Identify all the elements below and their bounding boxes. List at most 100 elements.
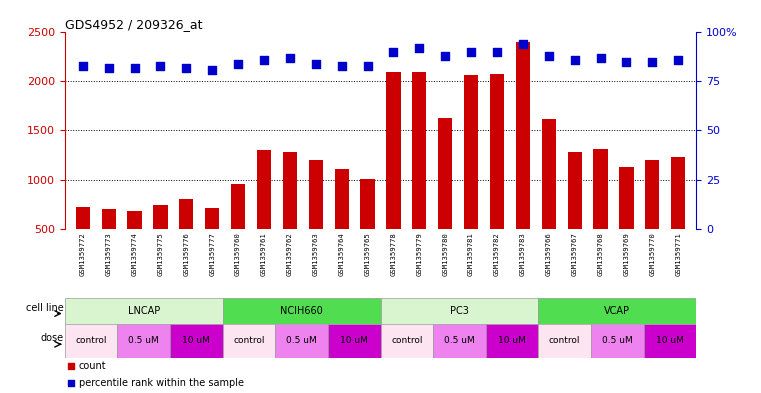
Point bbox=[491, 49, 503, 55]
Bar bbox=[380, 298, 539, 324]
Text: VCAP: VCAP bbox=[604, 306, 630, 316]
Text: 10 uM: 10 uM bbox=[656, 336, 684, 345]
Bar bbox=[539, 324, 591, 358]
Bar bbox=[539, 298, 696, 324]
Text: control: control bbox=[233, 336, 265, 345]
Bar bbox=[75, 207, 90, 229]
Text: 10 uM: 10 uM bbox=[498, 336, 526, 345]
Bar bbox=[180, 199, 193, 229]
Text: 0.5 uM: 0.5 uM bbox=[444, 336, 475, 345]
Point bbox=[465, 49, 477, 55]
Bar bbox=[644, 324, 696, 358]
Text: GSM1359783: GSM1359783 bbox=[520, 232, 526, 276]
Text: GSM1359775: GSM1359775 bbox=[158, 232, 164, 276]
Bar bbox=[490, 74, 504, 229]
Point bbox=[431, 295, 444, 301]
Text: GSM1359778: GSM1359778 bbox=[390, 232, 396, 276]
Text: cell line: cell line bbox=[26, 303, 63, 313]
Bar bbox=[223, 324, 275, 358]
Bar bbox=[516, 42, 530, 229]
Point bbox=[336, 62, 348, 69]
Bar bbox=[645, 160, 660, 229]
Text: GDS4952 / 209326_at: GDS4952 / 209326_at bbox=[65, 18, 202, 31]
Text: control: control bbox=[391, 336, 422, 345]
Bar bbox=[335, 169, 349, 229]
Point bbox=[310, 61, 322, 67]
Text: dose: dose bbox=[40, 332, 63, 343]
Point bbox=[387, 49, 400, 55]
Text: LNCAP: LNCAP bbox=[128, 306, 160, 316]
Text: GSM1359765: GSM1359765 bbox=[365, 232, 371, 276]
Text: GSM1359772: GSM1359772 bbox=[80, 232, 86, 276]
Text: GSM1359760: GSM1359760 bbox=[235, 232, 241, 276]
Bar bbox=[671, 157, 686, 229]
Bar bbox=[486, 324, 539, 358]
Bar bbox=[231, 184, 245, 229]
Text: GSM1359782: GSM1359782 bbox=[494, 232, 500, 276]
Bar bbox=[309, 160, 323, 229]
Text: 10 uM: 10 uM bbox=[340, 336, 368, 345]
Bar bbox=[283, 152, 297, 229]
Bar bbox=[387, 72, 400, 229]
Text: GSM1359768: GSM1359768 bbox=[597, 232, 603, 276]
Point bbox=[543, 53, 555, 59]
Text: 10 uM: 10 uM bbox=[183, 336, 210, 345]
Bar bbox=[568, 152, 581, 229]
Point bbox=[129, 64, 141, 71]
Point bbox=[517, 41, 529, 47]
Bar bbox=[170, 324, 223, 358]
Text: control: control bbox=[549, 336, 581, 345]
Point bbox=[232, 61, 244, 67]
Point bbox=[180, 64, 193, 71]
Point bbox=[361, 62, 374, 69]
Bar bbox=[433, 324, 486, 358]
Point bbox=[672, 57, 684, 63]
Text: GSM1359770: GSM1359770 bbox=[649, 232, 655, 276]
Bar bbox=[380, 324, 433, 358]
Text: GSM1359763: GSM1359763 bbox=[313, 232, 319, 276]
Bar bbox=[412, 72, 426, 229]
Bar bbox=[619, 167, 634, 229]
Bar bbox=[464, 75, 478, 229]
Bar bbox=[257, 150, 271, 229]
Point bbox=[103, 64, 115, 71]
Bar bbox=[101, 209, 116, 229]
Text: GSM1359781: GSM1359781 bbox=[468, 232, 474, 276]
Bar bbox=[65, 298, 223, 324]
Text: GSM1359769: GSM1359769 bbox=[623, 232, 629, 276]
Point bbox=[594, 55, 607, 61]
Bar bbox=[438, 118, 452, 229]
Text: GSM1359766: GSM1359766 bbox=[546, 232, 552, 276]
Text: GSM1359764: GSM1359764 bbox=[339, 232, 345, 276]
Text: 0.5 uM: 0.5 uM bbox=[129, 336, 159, 345]
Point bbox=[154, 62, 167, 69]
Text: NCIH660: NCIH660 bbox=[280, 306, 323, 316]
Text: GSM1359771: GSM1359771 bbox=[675, 232, 681, 276]
Text: percentile rank within the sample: percentile rank within the sample bbox=[78, 378, 244, 387]
Text: GSM1359773: GSM1359773 bbox=[106, 232, 112, 276]
Text: GSM1359777: GSM1359777 bbox=[209, 232, 215, 276]
Bar bbox=[65, 324, 117, 358]
Text: GSM1359776: GSM1359776 bbox=[183, 232, 189, 276]
Point bbox=[258, 57, 270, 63]
Point bbox=[620, 59, 632, 65]
Point bbox=[413, 45, 425, 51]
Text: 0.5 uM: 0.5 uM bbox=[602, 336, 632, 345]
Point bbox=[439, 53, 451, 59]
Text: GSM1359779: GSM1359779 bbox=[416, 232, 422, 276]
Bar bbox=[594, 149, 607, 229]
Point bbox=[77, 62, 89, 69]
Bar bbox=[205, 208, 219, 229]
Text: 0.5 uM: 0.5 uM bbox=[286, 336, 317, 345]
Bar bbox=[542, 119, 556, 229]
Bar bbox=[275, 324, 328, 358]
Text: GSM1359761: GSM1359761 bbox=[261, 232, 267, 276]
Text: control: control bbox=[75, 336, 107, 345]
Text: PC3: PC3 bbox=[450, 306, 469, 316]
Bar bbox=[117, 324, 170, 358]
Bar bbox=[361, 178, 374, 229]
Text: GSM1359780: GSM1359780 bbox=[442, 232, 448, 276]
Text: GSM1359774: GSM1359774 bbox=[132, 232, 138, 276]
Point bbox=[646, 59, 658, 65]
Point bbox=[568, 57, 581, 63]
